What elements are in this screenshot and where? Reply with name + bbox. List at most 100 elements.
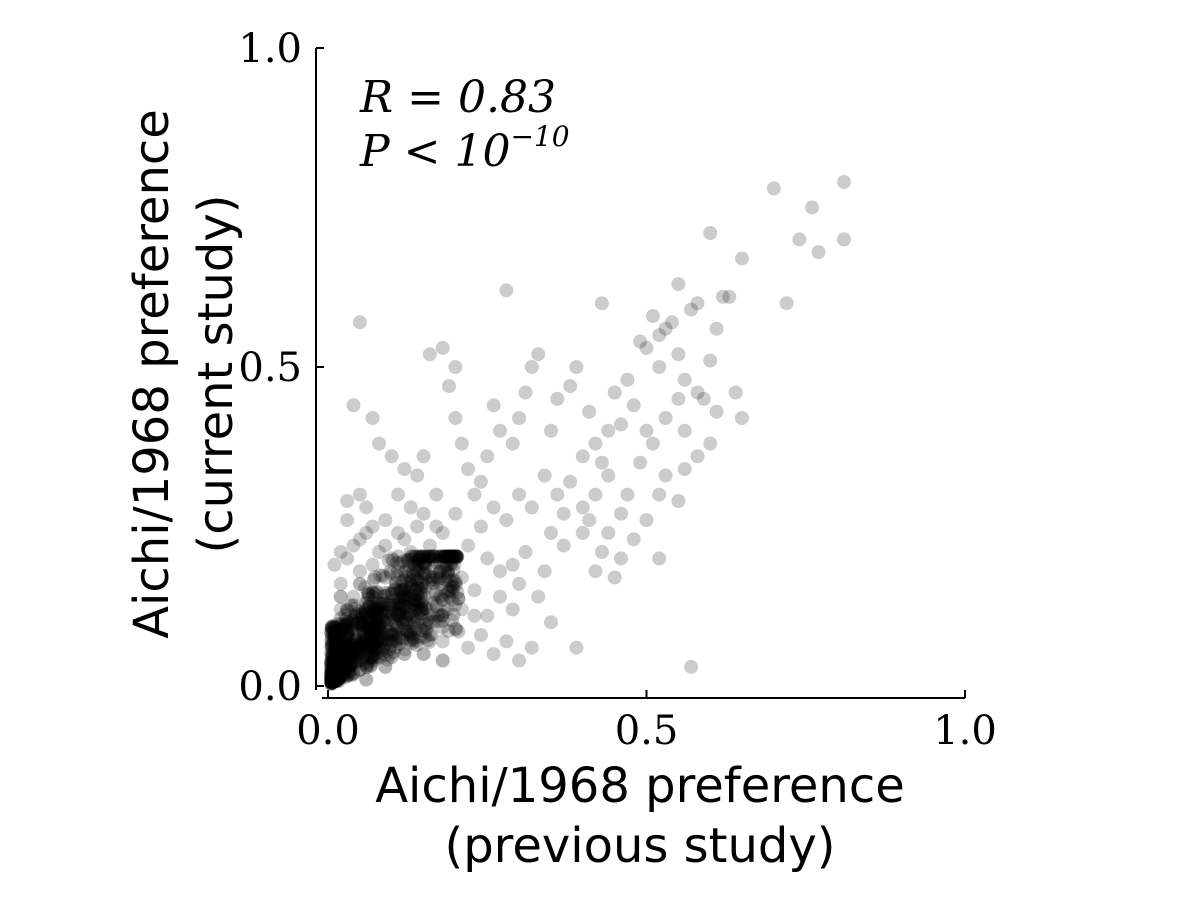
scatter-point [361, 632, 375, 647]
scatter-point [343, 649, 358, 664]
scatter-point [372, 545, 386, 559]
x-tick-label: 0.5 [615, 708, 679, 754]
scatter-point [373, 650, 387, 665]
scatter-point [421, 575, 436, 590]
scatter-point [403, 591, 418, 606]
scatter-point [341, 623, 356, 638]
scatter-point [336, 663, 351, 677]
scatter-point [330, 669, 345, 684]
scatter-point [346, 589, 361, 604]
scatter-point [408, 558, 423, 573]
scatter-point [391, 592, 406, 607]
scatter-point [451, 591, 466, 606]
scatter-point [359, 525, 374, 540]
scatter-point [368, 601, 383, 616]
scatter-point [345, 616, 359, 631]
scatter-point [449, 549, 464, 564]
scatter-point [439, 558, 454, 573]
scatter-point [391, 596, 405, 611]
scatter-point [402, 558, 417, 573]
scatter-point [486, 398, 501, 413]
scatter-point [381, 586, 396, 601]
scatter-point [433, 577, 448, 592]
scatter-point [340, 641, 355, 656]
scatter-point [375, 568, 390, 583]
scatter-point [337, 664, 352, 678]
scatter-point [414, 575, 429, 590]
scatter-point [356, 624, 371, 639]
scatter-point [329, 656, 344, 671]
scatter-point [325, 674, 340, 689]
scatter-point [407, 592, 422, 607]
scatter-point [349, 620, 363, 635]
scatter-point [594, 296, 609, 311]
scatter-point [368, 640, 383, 655]
scatter-point [443, 549, 458, 564]
scatter-point [328, 674, 342, 689]
p-value-prefix: P < 10 [359, 126, 510, 177]
scatter-point [344, 620, 358, 635]
scatter-point [360, 641, 375, 656]
scatter-point [324, 672, 339, 687]
scatter-point [467, 487, 482, 502]
scatter-point [343, 658, 358, 673]
scatter-point [451, 624, 466, 639]
scatter-point [414, 623, 429, 638]
scatter-point [400, 624, 415, 639]
scatter-point [342, 660, 357, 675]
scatter-point [361, 587, 376, 602]
scatter-point [348, 633, 363, 648]
scatter-point [325, 675, 340, 689]
scatter-point [340, 659, 355, 674]
scatter-point [412, 553, 426, 568]
scatter-point [355, 608, 370, 623]
scatter-point [442, 589, 456, 604]
scatter-point [434, 608, 449, 623]
scatter-point [480, 551, 495, 566]
scatter-point [332, 668, 347, 683]
scatter-point [336, 658, 351, 673]
scatter-point [582, 513, 597, 528]
scatter-point [352, 653, 367, 668]
scatter-point [360, 592, 375, 607]
scatter-point [343, 657, 358, 672]
scatter-point [403, 588, 418, 602]
scatter-point [329, 651, 344, 666]
scatter-point [422, 347, 437, 362]
scatter-point [389, 596, 404, 611]
scatter-point [404, 609, 419, 624]
scatter-point [398, 565, 412, 579]
scatter-point [392, 590, 407, 605]
scatter-point [330, 673, 345, 688]
scatter-point [327, 669, 342, 684]
scatter-point [402, 591, 417, 605]
scatter-point [371, 603, 386, 618]
scatter-point [352, 663, 367, 678]
scatter-point [324, 675, 339, 690]
scatter-point [344, 651, 359, 665]
scatter-point [437, 604, 452, 619]
scatter-point [563, 474, 578, 489]
scatter-point [375, 607, 390, 622]
scatter-point [369, 613, 384, 628]
scatter-point [327, 628, 342, 642]
scatter-point [403, 500, 418, 515]
scatter-point [384, 551, 399, 566]
scatter-point [413, 552, 428, 567]
scatter-point [417, 630, 432, 645]
scatter-point [375, 626, 390, 641]
scatter-point [400, 623, 415, 638]
scatter-point [438, 563, 452, 578]
scatter-point [352, 532, 367, 547]
scatter-point [329, 652, 343, 667]
scatter-point [342, 649, 357, 664]
scatter-point [365, 641, 380, 656]
scatter-point [446, 607, 461, 622]
scatter-point [364, 649, 379, 664]
scatter-point [358, 635, 373, 649]
scatter-point [367, 652, 382, 667]
scatter-point [556, 538, 571, 553]
scatter-point [378, 620, 393, 635]
scatter-point [346, 538, 361, 553]
scatter-point [394, 574, 409, 589]
